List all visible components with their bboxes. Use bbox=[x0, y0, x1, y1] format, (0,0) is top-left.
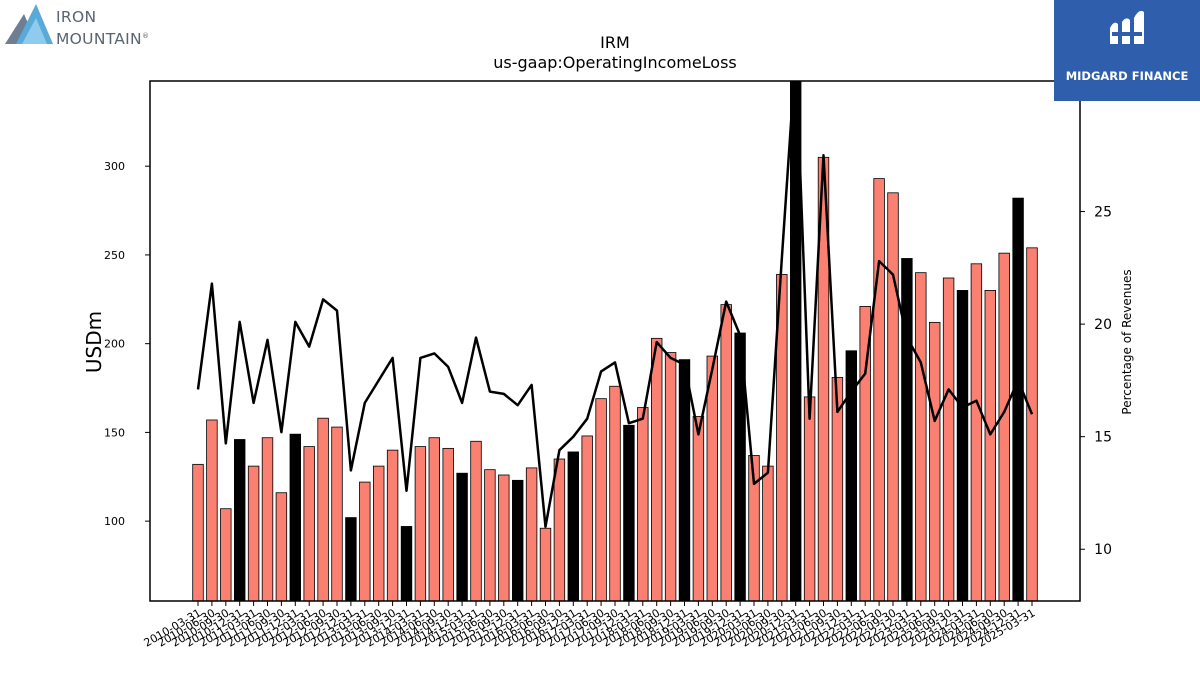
bar-2017-09-30 bbox=[609, 385, 621, 601]
bar-2011-06-30 bbox=[261, 437, 274, 601]
y-tick-label-100: 100 bbox=[104, 515, 125, 528]
y-tick-label-200: 200 bbox=[104, 338, 125, 351]
percentage-line bbox=[196, 81, 1034, 528]
bar-2023-03-31 bbox=[915, 272, 927, 601]
bar-2019-03-31 bbox=[692, 416, 705, 601]
y-tick-label-300: 300 bbox=[104, 160, 125, 173]
bar-2010-03-31 bbox=[192, 463, 204, 601]
bar-2011-03-31 bbox=[247, 465, 260, 601]
bar-2014-09-30 bbox=[442, 447, 454, 601]
bar-2022-03-31 bbox=[859, 305, 871, 601]
bar-2021-03-31 bbox=[803, 396, 816, 601]
bar-2017-03-31 bbox=[581, 435, 593, 601]
y-tick-label-150: 150 bbox=[104, 426, 125, 439]
chart-title: IRM bbox=[600, 33, 630, 52]
y-tick-label-250: 250 bbox=[104, 249, 125, 262]
bar-2012-06-30 bbox=[317, 417, 329, 601]
midgard-finance-logo: MIDGARD FINANCE bbox=[1054, 0, 1200, 101]
registered-mark: ® bbox=[141, 32, 150, 40]
bar-2013-06-30 bbox=[372, 465, 385, 601]
bar-2015-03-31 bbox=[470, 440, 482, 601]
logo-line-2: MOUNTAIN® bbox=[56, 27, 149, 48]
iron-mountain-logo: IRON MOUNTAIN® bbox=[4, 4, 164, 48]
bar-2014-12-31 bbox=[456, 472, 468, 601]
bar-2013-09-30 bbox=[386, 449, 399, 601]
bar-2017-12-31 bbox=[623, 424, 635, 601]
bar-2017-06-30 bbox=[595, 398, 607, 601]
bar-2016-03-31 bbox=[525, 467, 538, 601]
bar-2012-03-31 bbox=[303, 446, 315, 601]
bar-2018-09-30 bbox=[664, 352, 677, 601]
bar-2024-12-31 bbox=[1012, 197, 1024, 601]
bar-2020-12-31 bbox=[790, 81, 802, 601]
bar-2022-06-30 bbox=[873, 178, 885, 601]
bar-2024-06-30 bbox=[984, 290, 997, 601]
bar-2015-06-30 bbox=[484, 469, 496, 601]
bar-2019-09-30 bbox=[720, 304, 732, 601]
bar-2010-12-31 bbox=[233, 439, 246, 601]
mountain-icon bbox=[5, 4, 53, 44]
bar-2012-12-31 bbox=[345, 517, 357, 601]
bar-2015-12-31 bbox=[512, 479, 524, 601]
bar-2025-03-31 bbox=[1026, 247, 1038, 601]
bar-2014-03-31 bbox=[414, 446, 427, 601]
bar-2012-09-30 bbox=[331, 426, 343, 601]
y2-axis-label: Percentage of Revenues bbox=[1120, 269, 1134, 414]
bar-2011-12-31 bbox=[289, 433, 302, 601]
bar-2023-09-30 bbox=[942, 277, 955, 601]
y2-tick-label-15: 15 bbox=[1094, 430, 1112, 446]
logo-line-2-text: MOUNTAIN bbox=[56, 30, 142, 49]
bar-2020-06-30 bbox=[762, 465, 774, 601]
bar-2016-09-30 bbox=[553, 458, 566, 601]
y-axis-label: USDm bbox=[82, 311, 106, 373]
y2-tick-label-25: 25 bbox=[1094, 205, 1112, 221]
chart-subtitle: us-gaap:OperatingIncomeLoss bbox=[493, 53, 737, 72]
bar-2016-12-31 bbox=[567, 451, 580, 601]
bar-2022-12-31 bbox=[901, 258, 913, 601]
bar-2018-12-31 bbox=[678, 359, 691, 601]
bar-2022-09-30 bbox=[887, 192, 899, 601]
bar-2024-09-30 bbox=[998, 252, 1010, 601]
bar-2016-06-30 bbox=[539, 527, 552, 601]
bar-2021-09-30 bbox=[831, 376, 844, 601]
midgard-finance-name: MIDGARD FINANCE bbox=[1065, 69, 1189, 83]
logo-line-1: IRON bbox=[56, 8, 97, 26]
bar-2023-12-31 bbox=[956, 290, 969, 601]
bar-2015-09-30 bbox=[498, 474, 510, 601]
bar-2024-03-31 bbox=[970, 263, 983, 601]
y2-tick-label-20: 20 bbox=[1094, 317, 1112, 333]
bar-2018-06-30 bbox=[651, 337, 663, 601]
y2-tick-label-10: 10 bbox=[1094, 542, 1112, 558]
bar-2019-06-30 bbox=[706, 355, 719, 601]
plot-area: 100150200250300101520252010-03-312010-06… bbox=[104, 80, 1112, 650]
bar-2013-12-31 bbox=[400, 526, 413, 601]
bar-2014-06-30 bbox=[428, 437, 441, 601]
bar-2018-03-31 bbox=[637, 407, 649, 601]
bar-2023-06-30 bbox=[929, 321, 941, 601]
bar-2013-03-31 bbox=[359, 481, 371, 601]
bar-2010-09-30 bbox=[220, 508, 232, 601]
bar-2010-06-30 bbox=[206, 419, 218, 601]
bar-2011-09-30 bbox=[275, 492, 288, 601]
midgard-emblem-icon bbox=[1110, 10, 1144, 44]
